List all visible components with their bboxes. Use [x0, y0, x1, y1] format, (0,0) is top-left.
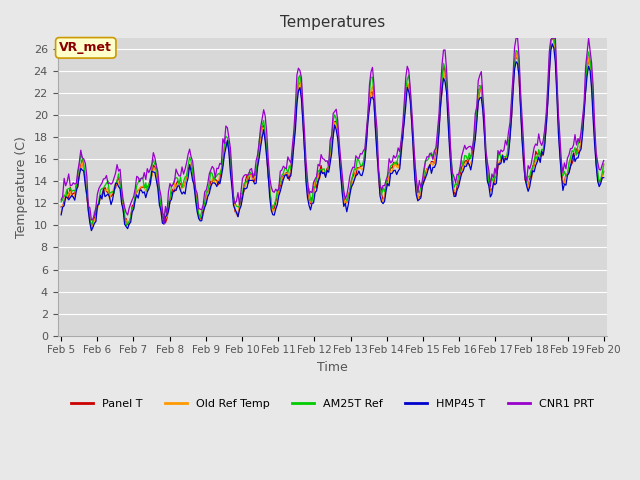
AM25T Ref — [221, 141, 228, 146]
Old Ref Temp — [248, 174, 255, 180]
HMP45 T — [88, 228, 95, 233]
CNR1 PRT — [160, 221, 168, 227]
Panel T — [88, 225, 95, 230]
Panel T — [58, 204, 65, 210]
CNR1 PRT — [512, 35, 520, 41]
Old Ref Temp — [221, 150, 228, 156]
AM25T Ref — [125, 218, 133, 224]
Old Ref Temp — [88, 224, 95, 230]
AM25T Ref — [122, 223, 130, 228]
AM25T Ref — [58, 199, 65, 205]
Old Ref Temp — [125, 221, 133, 227]
Panel T — [573, 146, 580, 152]
Old Ref Temp — [296, 75, 304, 81]
Panel T — [296, 78, 304, 84]
Old Ref Temp — [600, 161, 607, 167]
Line: CNR1 PRT: CNR1 PRT — [61, 38, 604, 224]
HMP45 T — [248, 178, 255, 183]
HMP45 T — [296, 85, 304, 91]
Line: Old Ref Temp: Old Ref Temp — [61, 38, 604, 227]
AM25T Ref — [573, 152, 580, 158]
CNR1 PRT — [58, 197, 65, 203]
Panel T — [221, 148, 228, 154]
CNR1 PRT — [600, 157, 607, 163]
Panel T — [125, 222, 133, 228]
Old Ref Temp — [58, 210, 65, 216]
AM25T Ref — [550, 35, 557, 41]
HMP45 T — [573, 155, 580, 161]
CNR1 PRT — [296, 68, 304, 73]
Panel T — [548, 35, 556, 41]
AM25T Ref — [248, 171, 255, 177]
Line: Panel T: Panel T — [61, 38, 604, 228]
HMP45 T — [125, 221, 133, 227]
CNR1 PRT — [573, 142, 580, 148]
AM25T Ref — [600, 161, 607, 167]
Panel T — [248, 171, 255, 177]
HMP45 T — [548, 41, 556, 47]
AM25T Ref — [296, 72, 304, 78]
AM25T Ref — [239, 191, 246, 196]
HMP45 T — [600, 175, 607, 180]
Old Ref Temp — [239, 195, 246, 201]
HMP45 T — [239, 195, 246, 201]
Line: AM25T Ref: AM25T Ref — [61, 38, 604, 226]
HMP45 T — [221, 152, 228, 158]
Old Ref Temp — [573, 150, 580, 156]
Panel T — [600, 168, 607, 174]
Panel T — [239, 192, 246, 198]
Line: HMP45 T: HMP45 T — [61, 44, 604, 230]
Legend: Panel T, Old Ref Temp, AM25T Ref, HMP45 T, CNR1 PRT: Panel T, Old Ref Temp, AM25T Ref, HMP45 … — [67, 395, 598, 414]
CNR1 PRT — [124, 212, 131, 218]
Old Ref Temp — [548, 35, 556, 41]
Text: VR_met: VR_met — [60, 41, 112, 54]
X-axis label: Time: Time — [317, 361, 348, 374]
HMP45 T — [58, 212, 65, 218]
CNR1 PRT — [221, 141, 228, 146]
Y-axis label: Temperature (C): Temperature (C) — [15, 136, 28, 238]
Title: Temperatures: Temperatures — [280, 15, 385, 30]
CNR1 PRT — [239, 176, 246, 181]
CNR1 PRT — [248, 166, 255, 171]
